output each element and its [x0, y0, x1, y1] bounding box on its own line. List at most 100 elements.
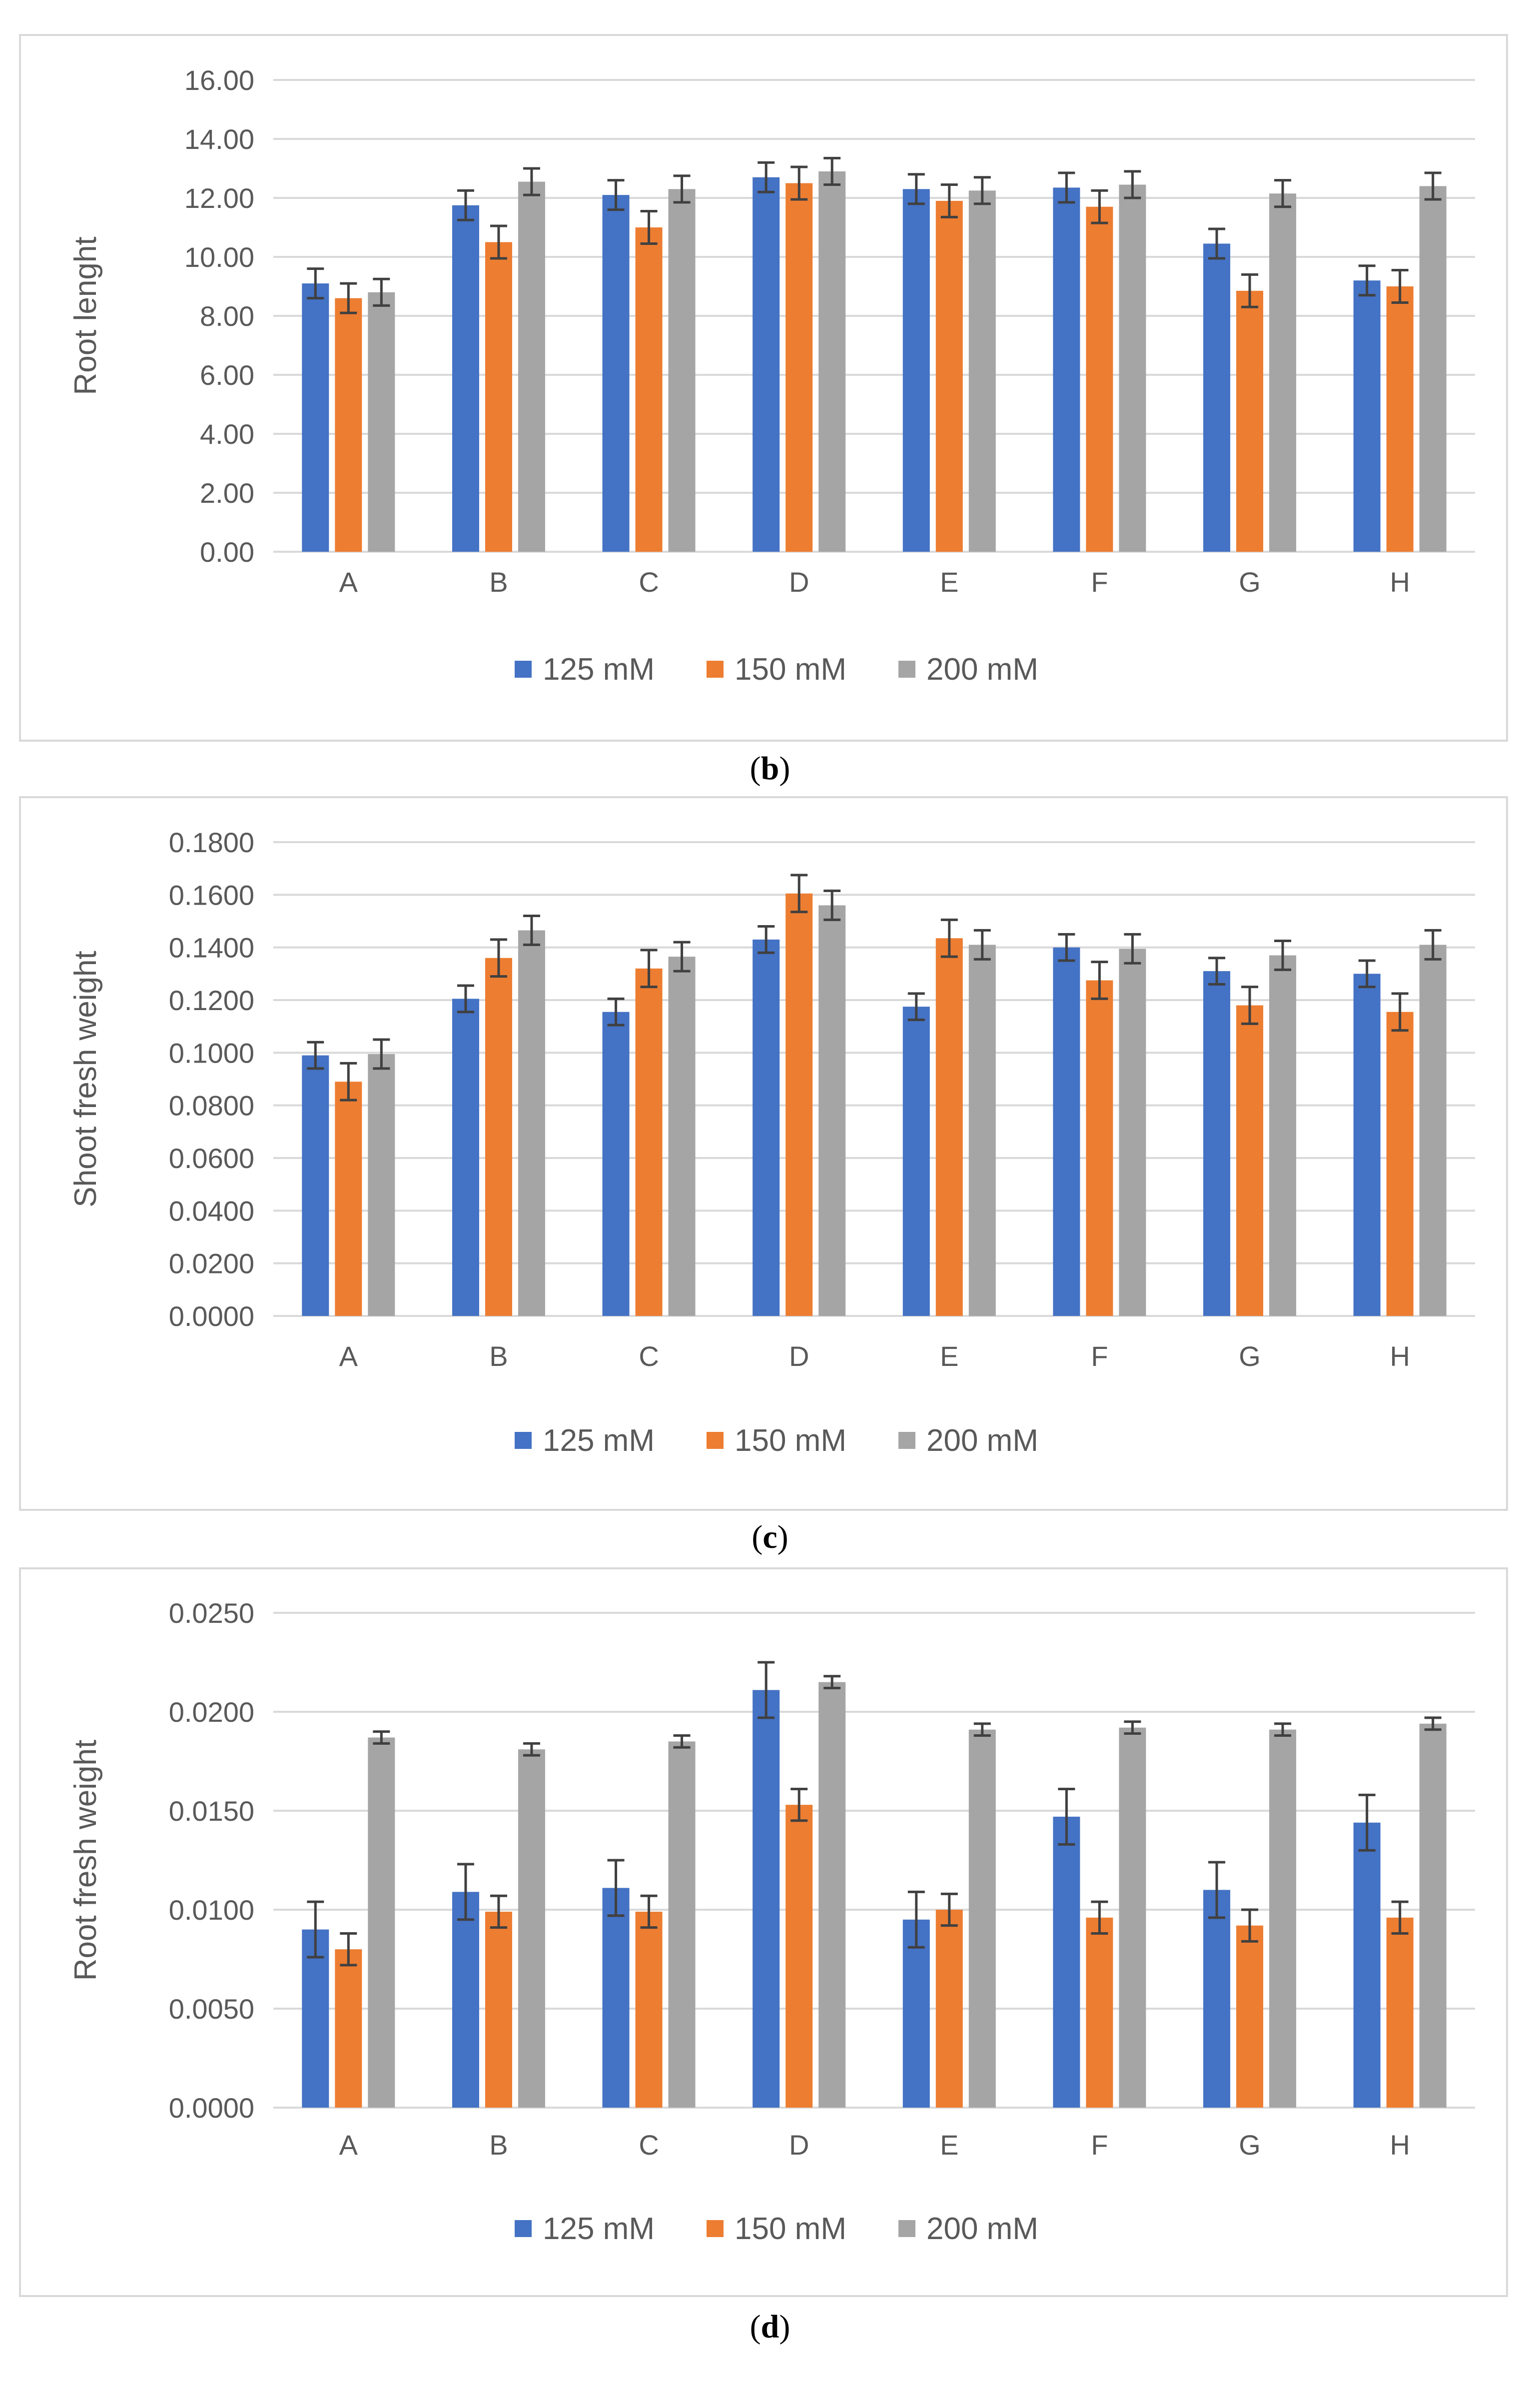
- legend-label: 200 mM: [926, 652, 1038, 687]
- y-tick-label: 0.1000: [169, 1037, 254, 1069]
- bar: [1353, 280, 1381, 552]
- error-bar: [973, 176, 991, 205]
- caption-c: (c): [752, 1519, 788, 1555]
- x-tick-label: D: [789, 1340, 809, 1372]
- legend-swatch: [515, 2220, 532, 2237]
- x-tick-label: A: [339, 566, 358, 598]
- bar: [452, 1892, 479, 2108]
- x-tick-label: D: [789, 566, 809, 598]
- bar: [635, 1911, 663, 2108]
- error-bar: [790, 1787, 808, 1822]
- caption-b: (b): [750, 750, 790, 787]
- error-bar: [607, 179, 625, 211]
- y-tick-label: 0.0400: [169, 1195, 254, 1226]
- error-bar: [823, 1675, 841, 1689]
- x-tick-label: E: [940, 566, 958, 598]
- error-bar: [1091, 1900, 1108, 1935]
- error-bar: [940, 1892, 958, 1927]
- error-bar: [307, 1041, 324, 1070]
- y-tick-label: 6.00: [200, 359, 254, 391]
- error-bar: [1274, 940, 1292, 971]
- error-bar: [1058, 933, 1075, 962]
- x-tick-label: H: [1390, 566, 1410, 598]
- error-bar: [490, 1894, 507, 1929]
- bar: [935, 200, 963, 552]
- bar: [1236, 1005, 1264, 1316]
- error-bar: [907, 1890, 925, 1949]
- bar: [1269, 955, 1297, 1316]
- bar: [935, 938, 963, 1316]
- y-tick-label: 14.00: [184, 123, 254, 155]
- error-bar: [673, 941, 691, 973]
- bar: [1236, 290, 1264, 552]
- y-axis-title: Root fresh weight: [68, 1740, 103, 1981]
- y-tick-label: 0.00: [200, 536, 254, 568]
- bar: [1353, 1822, 1381, 2108]
- legend-label: 150 mM: [735, 2212, 846, 2246]
- x-tick-label: C: [639, 1340, 659, 1372]
- error-bar: [490, 938, 507, 978]
- bar: [518, 181, 545, 552]
- error-bar: [1424, 929, 1442, 961]
- x-tick-label: D: [789, 2129, 809, 2161]
- chart-shoot-fresh-weight: 0.0000 0.0200 0.0400 0.0600 0.0800 0.1000 0.12…: [68, 827, 1475, 1458]
- bar: [635, 227, 663, 552]
- error-bar: [340, 282, 357, 314]
- error-bar: [640, 1894, 658, 1929]
- error-bar: [307, 267, 324, 300]
- x-tick-label: F: [1091, 1340, 1108, 1372]
- legend-swatch: [707, 661, 724, 678]
- bar: [1203, 243, 1231, 552]
- bar: [818, 1682, 846, 2108]
- x-tick-label: G: [1239, 566, 1261, 598]
- bar: [935, 1910, 963, 2108]
- error-bar: [1241, 1908, 1259, 1943]
- caption-d-letter: d: [761, 2309, 779, 2345]
- bar: [452, 999, 479, 1316]
- caption-c-letter: c: [763, 1519, 777, 1555]
- bar: [602, 1012, 630, 1316]
- bar: [968, 190, 996, 552]
- error-bar: [940, 183, 958, 218]
- legend-swatch: [707, 1432, 724, 1449]
- error-bar: [340, 1062, 357, 1102]
- error-bar: [1124, 933, 1141, 965]
- legend-swatch: [515, 1432, 532, 1449]
- y-tick-label: 0.1200: [169, 985, 254, 1016]
- error-bar: [758, 1661, 775, 1719]
- legend-label: 150 mM: [735, 1423, 846, 1458]
- bar: [1419, 1723, 1447, 2108]
- bar: [635, 968, 663, 1316]
- caption-b-letter: b: [761, 750, 779, 787]
- error-bar: [1091, 961, 1108, 1000]
- error-bar: [1124, 170, 1141, 199]
- bar: [335, 1082, 362, 1316]
- x-tick-label: A: [339, 1340, 358, 1372]
- y-tick-label: 0.0600: [169, 1143, 254, 1174]
- bar: [368, 1737, 395, 2108]
- error-bar: [1124, 1720, 1141, 1735]
- bar: [1386, 1917, 1414, 2108]
- bar: [1269, 1729, 1297, 2108]
- error-bar: [1058, 171, 1075, 204]
- y-tick-label: 0.0050: [169, 1993, 254, 2025]
- y-tick-label: 0.0000: [169, 1300, 254, 1332]
- error-bar: [1208, 957, 1226, 986]
- error-bar: [490, 224, 507, 260]
- bar: [1119, 184, 1146, 552]
- legend-label: 200 mM: [926, 1423, 1038, 1458]
- error-bar: [823, 889, 841, 921]
- bar: [1119, 1727, 1146, 2108]
- error-bar: [673, 174, 691, 204]
- bar: [485, 242, 512, 552]
- chart-panel-d: 0.0000 0.0050 0.0100 0.0150 0.0200 0.0250 Root…: [19, 1567, 1508, 2297]
- bar: [1086, 980, 1113, 1316]
- y-tick-label: 10.00: [184, 241, 254, 273]
- legend-label: 150 mM: [735, 652, 846, 687]
- chart-root-fresh-weight: 0.0000 0.0050 0.0100 0.0150 0.0200 0.0250 Root…: [68, 1597, 1475, 2246]
- error-bar: [758, 161, 775, 193]
- y-tick-label: 0.0150: [169, 1795, 254, 1827]
- legend-swatch: [515, 661, 532, 678]
- error-bar: [457, 1863, 474, 1921]
- y-tick-label: 0.0250: [169, 1597, 254, 1629]
